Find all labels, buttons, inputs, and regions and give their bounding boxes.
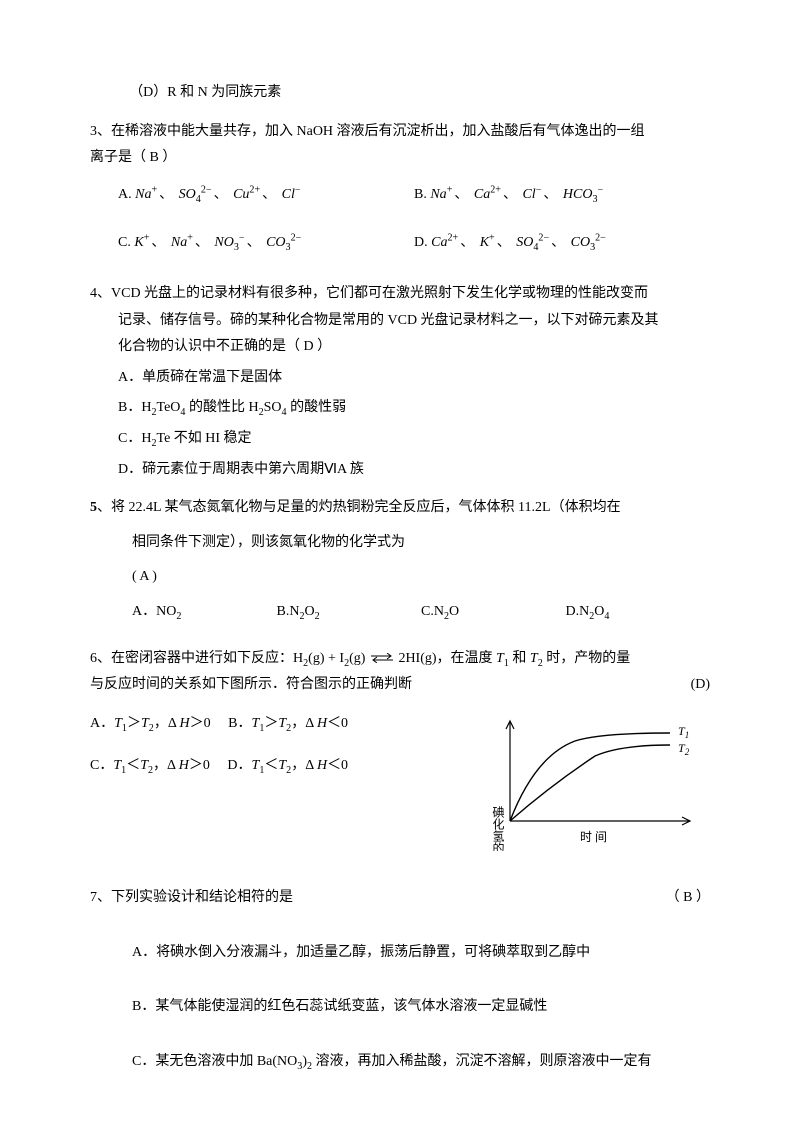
- q5-l2: 相同条件下测定），则该氮氧化物的化学式为: [90, 530, 710, 557]
- q6-l2: 与反应时间的关系如下图所示．符合图示的正确判断: [90, 672, 691, 699]
- q6-l1: 6、在密闭容器中进行如下反应：H2(g) + I2(g) 2HI(g)，在温度 …: [90, 646, 710, 673]
- q5-opt-c: C.N2O: [421, 599, 566, 626]
- q7-opt-b: B．某气体能使湿润的红色石蕊试纸变蓝，该气体水溶液一定显碱性: [132, 994, 710, 1021]
- q3-opts-row2: C. K+、 Na+、 NO3−、 CO32− D. Ca2+、 K+、 SO4…: [90, 230, 710, 257]
- q3-a-formula: Na+、 SO42−、 Cu2+、 Cl−: [135, 187, 300, 202]
- q6-options: A．T1＞T2，Δ H＞0 B．T1＞T2，Δ H＜0 C．T1＜T2，Δ H＞…: [90, 711, 474, 780]
- q7-opt-c: C．某无色溶液中加 Ba(NO3)2 溶液，再加入稀盐酸，沉淀不溶解，则原溶液中…: [132, 1049, 710, 1076]
- q4-l3: 化合物的认识中不正确的是（ D ）: [90, 334, 710, 361]
- q3: 3、在稀溶液中能大量共存，加入 NaOH 溶液后有沉淀析出，加入盐酸后有气体逸出…: [90, 119, 710, 257]
- q4-opt-a: A．单质碲在常温下是固体: [118, 365, 710, 392]
- q4-opt-b: B．H2TeO4 的酸性比 H2SO4 的酸性弱: [118, 395, 710, 422]
- q5-opts: A．NO2 B.N2O2 C.N2O D.N2O4: [90, 599, 710, 626]
- q3-stem-l2: 离子是（ B ）: [90, 145, 710, 172]
- q6-chart-svg: T1 T2 碘化氢的量 时 间: [480, 711, 705, 851]
- q3-d-formula: Ca2+、 K+、 SO42−、 CO32−: [431, 235, 606, 250]
- svg-text:T1: T1: [678, 724, 689, 740]
- q3-c-formula: K+、 Na+、 NO3−、 CO32−: [134, 235, 301, 250]
- q6-opt-b: B．T1＞T2，Δ H＜0: [228, 716, 348, 731]
- q4-opts: A．单质碲在常温下是固体 B．H2TeO4 的酸性比 H2SO4 的酸性弱 C．…: [90, 365, 710, 483]
- q3-opts-row1: A. Na+、 SO42−、 Cu2+、 Cl− B. Na+、 Ca2+、 C…: [90, 182, 710, 209]
- q3-opt-a: A. Na+、 SO42−、 Cu2+、 Cl−: [118, 182, 414, 209]
- q7-stem: 7、下列实验设计和结论相符的是: [90, 885, 666, 912]
- q3-stem-l1: 3、在稀溶液中能大量共存，加入 NaOH 溶液后有沉淀析出，加入盐酸后有气体逸出…: [90, 119, 710, 146]
- q6-opt-c: C．T1＜T2，Δ H＞0: [90, 758, 213, 773]
- q7-opts: A．将碘水倒入分液漏斗，加适量乙醇，振荡后静置，可将碘萃取到乙醇中 B．某气体能…: [90, 940, 710, 1076]
- q2-d-text: （D）R 和 N 为同族元素: [129, 85, 281, 100]
- svg-text:时 间: 时 间: [580, 830, 607, 844]
- q7-stem-row: 7、下列实验设计和结论相符的是 （ B ）: [90, 885, 710, 912]
- q4-l2: 记录、储存信号。碲的某种化合物是常用的 VCD 光盘记录材料之一，以下对碲元素及…: [90, 308, 710, 335]
- q5-opt-b: B.N2O2: [277, 599, 422, 626]
- q6-opt-a: A．T1＞T2，Δ H＞0: [90, 716, 214, 731]
- q3-opt-b: B. Na+、 Ca2+、 Cl−、 HCO3−: [414, 182, 710, 209]
- q4-opt-c: C．H2Te 不如 HI 稳定: [118, 426, 710, 453]
- q6-answer: (D): [691, 672, 710, 699]
- q3-opt-d: D. Ca2+、 K+、 SO42−、 CO32−: [414, 230, 710, 257]
- equilibrium-arrow-icon: [369, 653, 395, 663]
- q5-l1: 5、将 22.4L 某气态氮氧化物与足量的灼热铜粉完全反应后，气体体积 11.2…: [90, 495, 710, 522]
- q7-answer: （ B ）: [666, 885, 710, 912]
- q5-opt-a: A．NO2: [132, 599, 277, 626]
- q7: 7、下列实验设计和结论相符的是 （ B ） A．将碘水倒入分液漏斗，加适量乙醇，…: [90, 885, 710, 1075]
- q3-b-formula: Na+、 Ca2+、 Cl−、 HCO3−: [430, 187, 603, 202]
- q7-opt-a: A．将碘水倒入分液漏斗，加适量乙醇，振荡后静置，可将碘萃取到乙醇中: [132, 940, 710, 967]
- q6-l2-row: 与反应时间的关系如下图所示．符合图示的正确判断 (D): [90, 672, 710, 699]
- q5: 5、将 22.4L 某气态氮氧化物与足量的灼热铜粉完全反应后，气体体积 11.2…: [90, 495, 710, 625]
- q4-opt-d: D．碲元素位于周期表中第六周期ⅥA 族: [118, 457, 710, 484]
- q2-option-d: （D）R 和 N 为同族元素: [90, 80, 710, 107]
- q6: 6、在密闭容器中进行如下反应：H2(g) + I2(g) 2HI(g)，在温度 …: [90, 646, 710, 862]
- q4-l1: 4、VCD 光盘上的记录材料有很多种，它们都可在激光照射下发生化学或物理的性能改…: [90, 281, 710, 308]
- q5-opt-d: D.N2O4: [566, 599, 711, 626]
- q3-opt-c: C. K+、 Na+、 NO3−、 CO32−: [118, 230, 414, 257]
- svg-text:碘化氢的量: 碘化氢的量: [491, 805, 505, 850]
- svg-text:T2: T2: [678, 741, 690, 757]
- q6-chart: T1 T2 碘化氢的量 时 间: [480, 711, 710, 862]
- q5-paren: ( A ): [90, 564, 710, 591]
- q6-opt-d: D．T1＜T2，Δ H＜0: [227, 758, 348, 773]
- q4: 4、VCD 光盘上的记录材料有很多种，它们都可在激光照射下发生化学或物理的性能改…: [90, 281, 710, 483]
